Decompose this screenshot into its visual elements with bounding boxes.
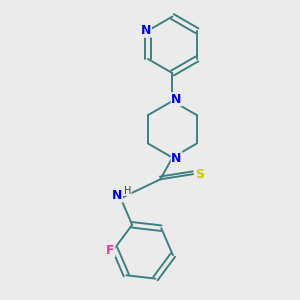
Text: N: N	[171, 93, 182, 106]
Text: N: N	[171, 152, 182, 165]
Text: S: S	[195, 168, 204, 181]
Text: N: N	[112, 189, 122, 202]
Text: N: N	[141, 24, 152, 37]
Text: H: H	[124, 186, 131, 196]
Text: F: F	[106, 244, 115, 256]
